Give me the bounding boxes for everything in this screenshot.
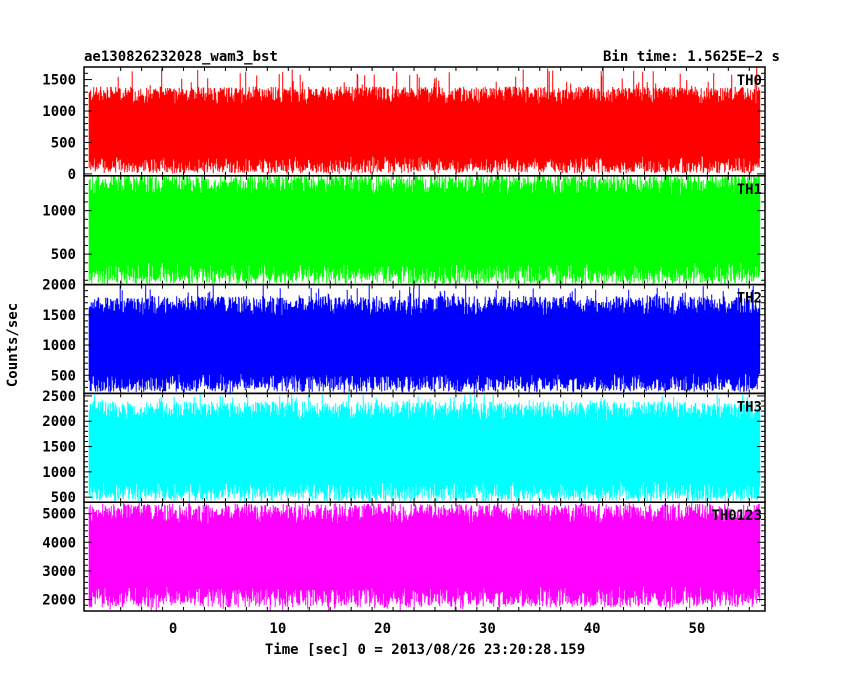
panel-label-th0123: TH0123 [711, 508, 762, 524]
series-th0123 [88, 502, 761, 611]
x-tick-label: 20 [374, 621, 391, 637]
x-tick-label: 40 [584, 621, 601, 637]
y-tick-label: 2000 [42, 278, 76, 294]
x-tick-label: 0 [169, 621, 177, 637]
series-th3 [88, 393, 761, 503]
x-tick-label: 50 [688, 621, 705, 637]
y-tick-label: 1000 [42, 104, 76, 120]
x-tick-label: 10 [269, 621, 286, 637]
y-tick-label: 500 [51, 135, 76, 151]
y-tick-label: 2000 [42, 414, 76, 430]
series-th2 [88, 284, 761, 394]
panel-th0123: 2000 3000 4000 5000 TH0123 [42, 501, 766, 612]
x-axis-label: Time [sec] 0 = 2013/08/26 23:20:28.159 [265, 642, 585, 658]
bin-time-label: Bin time: 1.5625E−2 s [603, 49, 780, 65]
y-tick-label: 500 [51, 368, 76, 384]
y-tick-label: 5000 [42, 507, 76, 523]
y-tick-label: 2500 [42, 389, 76, 405]
y-tick-label: 4000 [42, 535, 76, 551]
panel-frame [83, 501, 766, 612]
panel-label-th2: TH2 [737, 291, 762, 307]
y-tick-label: 1000 [42, 204, 76, 220]
y-tick-label: 500 [51, 247, 76, 263]
y-tick-label: 0 [68, 167, 76, 183]
panel-th1: 500 1000 TH1 [42, 175, 766, 286]
y-tick-label: 1000 [42, 465, 76, 481]
x-tick-label: 30 [479, 621, 496, 637]
panel-th3: 500 1000 1500 2000 2500 TH3 [42, 389, 766, 506]
y-tick-label: 1500 [42, 440, 76, 456]
y-tick-label: 1500 [42, 73, 76, 89]
y-tick-label: 1000 [42, 338, 76, 354]
y-tick-label: 500 [51, 490, 76, 506]
x-tick-labels: 0 10 20 30 40 50 [169, 621, 705, 637]
y-tick-label: 1500 [42, 308, 76, 324]
chart-title: ae130826232028_wam3_bst [84, 49, 278, 65]
panel-th2: 500 1000 1500 2000 TH2 [42, 278, 766, 395]
panel-label-th0: TH0 [737, 73, 762, 89]
series-th0 [88, 67, 761, 174]
y-tick-label: 3000 [42, 564, 76, 580]
panels-group: 0 500 1000 1500 TH0 500 1000 TH1 500 1000 1500 2000… [42, 66, 766, 612]
series-th1 [88, 175, 761, 285]
y-axis-label: Counts/sec [5, 303, 21, 387]
panel-label-th3: TH3 [737, 399, 762, 415]
y-tick-label: 2000 [42, 593, 76, 609]
panel-th0: 0 500 1000 1500 TH0 [42, 66, 766, 183]
panel-label-th1: TH1 [737, 182, 762, 198]
